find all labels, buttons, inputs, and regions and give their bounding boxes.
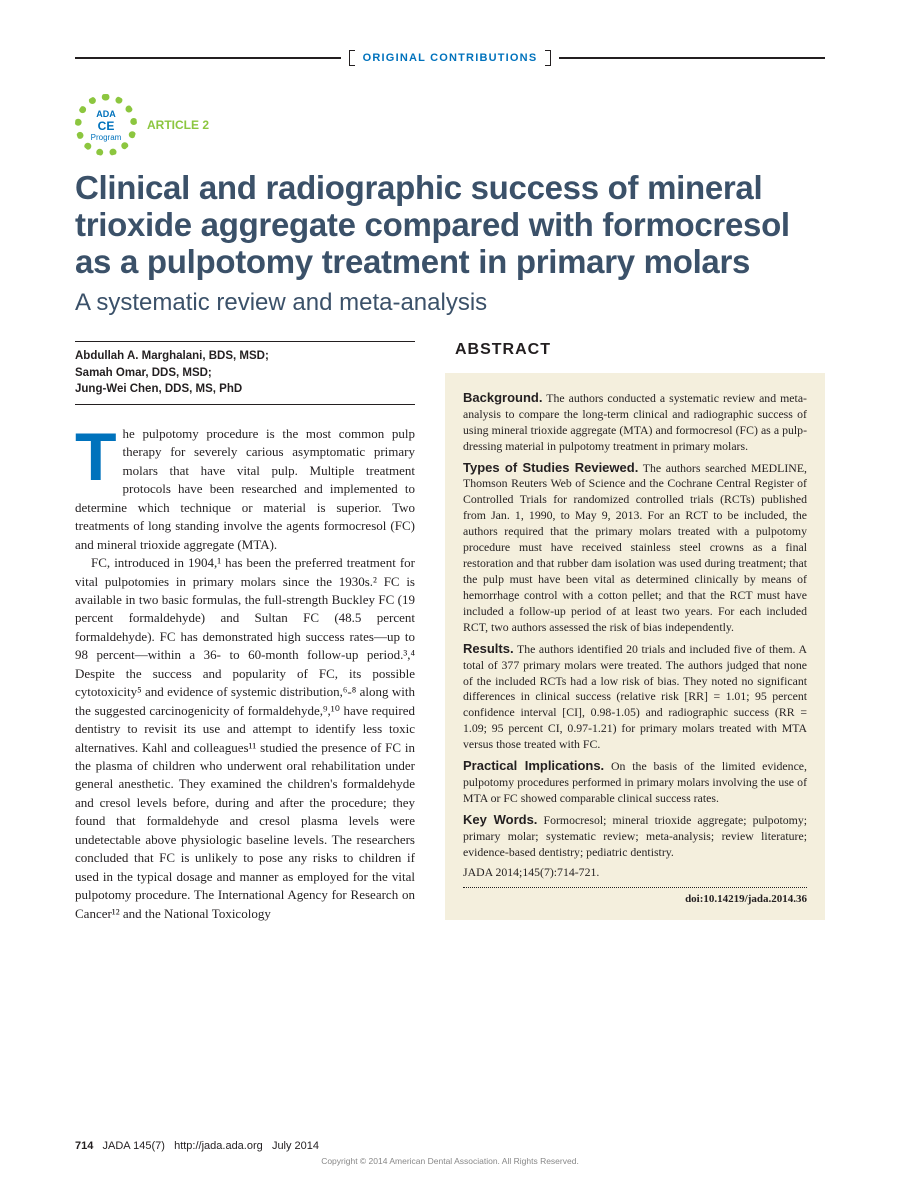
footer-journal: JADA 145(7) [103,1140,165,1152]
doi: doi:10.14219/jada.2014.36 [463,892,807,907]
section-label: ORIGINAL CONTRIBUTIONS [363,52,538,64]
badge-line2: CE [98,119,115,133]
abstract-section: Results. The authors identified 20 trial… [463,640,807,753]
author-line: Jung-Wei Chen, DDS, MS, PhD [75,381,415,398]
two-column-layout: Abdullah A. Marghalani, BDS, MSD; Samah … [75,341,825,923]
bracket-right-icon [545,50,551,66]
abstract-section: Background. The authors conducted a syst… [463,389,807,455]
abstract-label: Key Words. [463,812,537,827]
dropcap: T [75,425,123,484]
abstract-heading: ABSTRACT [455,341,825,359]
author-list: Abdullah A. Marghalani, BDS, MSD; Samah … [75,348,415,398]
article-title: Clinical and radiographic success of min… [75,170,825,281]
badge-line1: ADA [96,109,116,119]
left-column: Abdullah A. Marghalani, BDS, MSD; Samah … [75,341,415,923]
rule-line-left [75,57,341,59]
author-line: Samah Omar, DDS, MSD; [75,365,415,382]
abstract-box: Background. The authors conducted a syst… [445,373,825,921]
abstract-section: Key Words. Formocresol; mineral trioxide… [463,811,807,861]
abstract-citation: JADA 2014;145(7):714-721. [463,865,807,881]
footer-url: http://jada.ada.org [174,1140,263,1152]
author-rule-top [75,341,415,342]
page-footer: 714 JADA 145(7) http://jada.ada.org July… [75,1140,825,1166]
abstract-label: Types of Studies Reviewed. [463,460,638,475]
abstract-text: The authors searched MEDLINE, Thomson Re… [463,461,807,634]
p1-text: he pulpotomy procedure is the most commo… [75,426,415,552]
abstract-section: Types of Studies Reviewed. The authors s… [463,459,807,636]
badge-line3: Program [91,133,122,142]
article-number-tag: ARTICLE 2 [147,118,209,132]
author-line: Abdullah A. Marghalani, BDS, MSD; [75,348,415,365]
bracket-left-icon [349,50,355,66]
article-subtitle: A systematic review and meta-analysis [75,289,825,317]
footer-main: 714 JADA 145(7) http://jada.ada.org July… [75,1140,825,1152]
body-text: The pulpotomy procedure is the most comm… [75,425,415,923]
abstract-label: Results. [463,641,514,656]
abstract-text: The authors identified 20 trials and inc… [463,642,807,752]
ce-program-badge-icon: ADA CE Program [75,94,137,156]
doi-dotted-rule [463,887,807,888]
badge-text: ADA CE Program [85,104,127,146]
page-number: 714 [75,1140,93,1152]
rule-line-right [559,57,825,59]
abstract-label: Background. [463,390,542,405]
body-paragraph-2: FC, introduced in 1904,¹ has been the pr… [75,554,415,923]
section-header-rule: ORIGINAL CONTRIBUTIONS [75,50,825,66]
footer-date: July 2014 [272,1140,319,1152]
right-column: ABSTRACT Background. The authors conduct… [445,341,825,923]
author-rule-bottom [75,404,415,405]
footer-copyright: Copyright © 2014 American Dental Associa… [75,1156,825,1166]
ce-badge-row: ADA CE Program ARTICLE 2 [75,94,825,156]
abstract-label: Practical Implications. [463,758,604,773]
abstract-section: Practical Implications. On the basis of … [463,757,807,807]
body-paragraph-1: The pulpotomy procedure is the most comm… [75,425,415,554]
